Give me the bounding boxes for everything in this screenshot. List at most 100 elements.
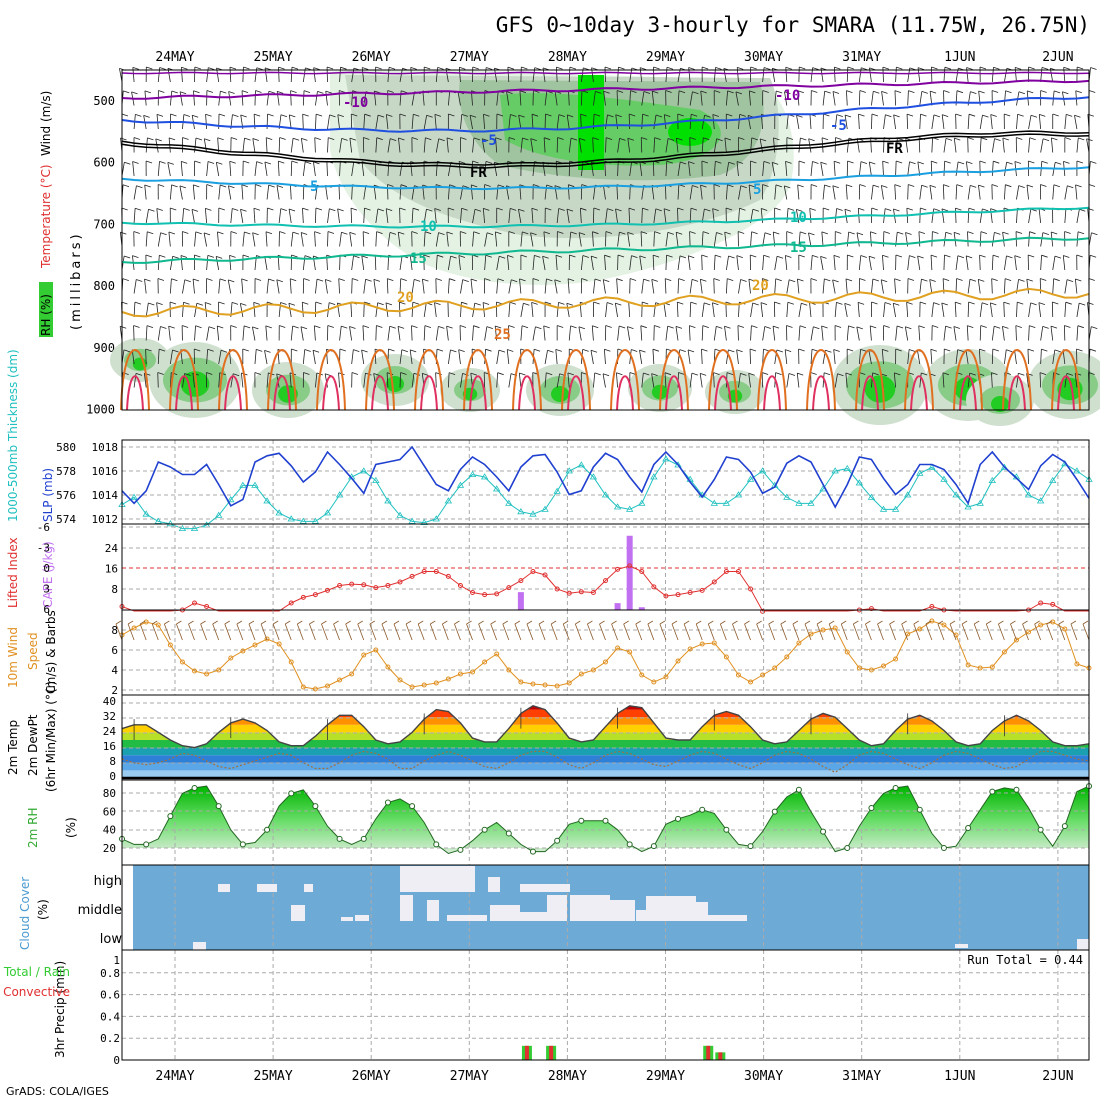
wind-barb-flag <box>168 137 176 141</box>
wind-barb-flag <box>617 254 625 258</box>
wind-barb-staff <box>542 256 546 271</box>
wind-barb-flag <box>606 302 614 305</box>
wind-barb-flag <box>1053 278 1060 282</box>
wind10m-barb <box>1046 623 1054 641</box>
wind-barb-staff <box>168 231 171 247</box>
wind-barb-flag <box>797 372 804 376</box>
wind-barb-staff <box>907 90 909 106</box>
wind-barb-staff <box>629 255 632 271</box>
contour-30-loop <box>224 375 242 411</box>
wind-barb-flag <box>704 302 711 306</box>
wind10m-point <box>216 667 222 673</box>
wind-barb-staff <box>931 231 933 247</box>
wind10m-barb <box>526 623 534 641</box>
thickness-point <box>130 493 138 500</box>
wind-barb-staff <box>169 278 172 294</box>
wind-barb-flag <box>882 66 890 70</box>
thickness-point <box>468 470 477 477</box>
wind-barb-flag <box>982 208 989 212</box>
wind-barb-staff <box>157 161 160 177</box>
wind-barb-flag <box>968 113 976 117</box>
cloud-block <box>955 944 968 948</box>
wind-barb-staff <box>1064 208 1067 224</box>
wind-barb-flag <box>312 349 320 353</box>
cloud-block <box>355 915 369 921</box>
wind-barb-staff <box>387 161 390 177</box>
wind-barb-flag <box>607 114 614 118</box>
wind-barb-staff <box>496 372 499 388</box>
rh2m-point <box>215 803 222 810</box>
li-point <box>397 579 403 585</box>
date-tick-top: 25MAY <box>254 50 293 65</box>
wind-barb-staff <box>542 162 546 177</box>
li-point <box>627 563 633 569</box>
wind-barb-staff <box>435 138 440 153</box>
wind-barb-staff <box>737 325 739 341</box>
wind-barb-flag <box>906 301 913 305</box>
wind-barb-staff <box>228 91 232 106</box>
wind-barb-staff <box>145 231 148 247</box>
wind10m-barb-flag <box>393 620 400 625</box>
wind-barb-flag <box>917 255 924 259</box>
rh-low-core <box>386 376 404 392</box>
wind10m-barb <box>405 623 413 641</box>
wind-barb-flag <box>811 90 818 93</box>
wind-barb-staff <box>615 208 618 224</box>
wind-barb-flag <box>508 325 515 328</box>
wind10m-point <box>204 671 210 677</box>
wind-barb-flag <box>519 90 527 94</box>
thickness-point <box>1000 463 1009 470</box>
wind-barb-flag <box>1074 114 1081 118</box>
wind-barb-staff <box>315 279 318 294</box>
wind-barb-flag <box>663 208 671 212</box>
wind-barb-flag <box>1040 278 1047 281</box>
date-tick-bottom: 30MAY <box>744 1069 783 1084</box>
wind10m-barb-flag <box>1022 620 1028 625</box>
wind-barb-staff <box>761 372 764 388</box>
wind-barb-staff <box>506 349 510 365</box>
wind-barb-staff <box>157 372 159 388</box>
wind-barb-staff <box>919 279 922 294</box>
panel5-labels: 2m Temp 2m DewPt (6hr Min/Max) (°C) <box>6 681 58 792</box>
rh-low-core <box>727 389 743 403</box>
cloud-block <box>530 884 570 892</box>
wind-barb-flag <box>679 349 686 353</box>
rh2m-point <box>409 803 416 810</box>
wind-barb-flag <box>1002 137 1009 141</box>
wind-barb-flag <box>556 66 563 70</box>
wind-barb-staff <box>472 325 474 341</box>
li-point <box>929 604 935 609</box>
wind-barb-staff <box>363 373 366 388</box>
wind-barb-flag <box>581 278 588 281</box>
wind10m-barb <box>176 623 183 641</box>
wind-barb-flag <box>373 278 381 282</box>
wind-barb-staff <box>361 349 365 365</box>
wind-barb-flag <box>627 326 634 329</box>
rh2m-point <box>457 846 464 853</box>
wind-barb-flag <box>498 349 506 353</box>
wind-barb-staff <box>398 137 401 153</box>
wind-barb-staff <box>614 303 618 318</box>
wind-barb-flag <box>881 185 888 188</box>
wind-barb-flag <box>703 137 710 141</box>
wind-barb-staff <box>218 91 221 106</box>
wind-barb-staff <box>881 349 884 365</box>
wind-barb-flag <box>508 137 516 140</box>
wind-barb-flag <box>800 231 807 235</box>
wind10m-barb <box>623 623 631 641</box>
wind-barb-flag <box>264 350 271 353</box>
wind-barb-staff <box>748 279 751 294</box>
wind-barb-staff <box>351 184 353 200</box>
wind-barb-flag <box>303 90 311 93</box>
chart-title: GFS 0~10day 3-hourly for SMARA (11.75W, … <box>496 13 1090 37</box>
thickness-point <box>625 505 634 512</box>
wind-barb-flag <box>471 184 478 188</box>
wind10m-barb <box>550 623 558 641</box>
rh2m-point <box>529 848 536 855</box>
precip-tick: 0.6 <box>100 989 120 1002</box>
thickness-point <box>1036 497 1045 504</box>
wind10m-barb <box>212 623 220 641</box>
wind-barb-staff <box>701 255 703 271</box>
wind-barb-flag <box>1029 325 1036 328</box>
wind-barb-flag <box>329 302 336 305</box>
